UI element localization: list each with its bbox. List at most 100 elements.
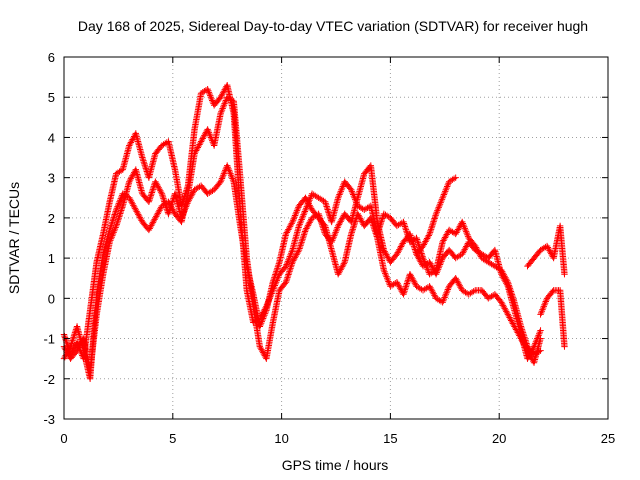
data-point bbox=[504, 311, 512, 318]
data-point bbox=[287, 265, 294, 272]
data-point bbox=[156, 207, 163, 214]
data-point bbox=[204, 190, 211, 197]
data-point bbox=[219, 89, 227, 96]
series-track-3 bbox=[60, 162, 544, 374]
data-point bbox=[199, 135, 206, 142]
data-points bbox=[60, 81, 568, 382]
data-point bbox=[401, 223, 409, 230]
data-point bbox=[459, 218, 466, 226]
data-point bbox=[422, 238, 429, 245]
data-point bbox=[445, 178, 453, 185]
data-point bbox=[373, 231, 380, 239]
data-point bbox=[146, 197, 153, 204]
data-point bbox=[410, 277, 417, 284]
data-point bbox=[338, 186, 345, 193]
data-point bbox=[297, 242, 304, 249]
data-point bbox=[332, 229, 339, 236]
data-point bbox=[128, 173, 135, 181]
data-point bbox=[290, 257, 297, 264]
data-point bbox=[320, 221, 328, 228]
data-point bbox=[115, 200, 123, 207]
data-point bbox=[414, 239, 422, 246]
data-point bbox=[467, 290, 474, 297]
data-point bbox=[514, 329, 521, 336]
data-point bbox=[288, 260, 296, 267]
data-point bbox=[540, 303, 548, 310]
data-point bbox=[142, 163, 149, 171]
data-point bbox=[296, 245, 303, 252]
data-point bbox=[194, 144, 202, 151]
x-axis-label: GPS time / hours bbox=[282, 457, 389, 473]
data-point bbox=[419, 253, 426, 260]
data-point bbox=[335, 192, 343, 200]
data-point bbox=[546, 247, 553, 254]
data-point bbox=[331, 230, 339, 238]
data-point bbox=[416, 256, 423, 264]
data-point bbox=[145, 226, 153, 234]
data-point bbox=[127, 139, 135, 146]
data-point bbox=[149, 187, 156, 195]
y-tick-label: 4 bbox=[48, 130, 55, 145]
data-point bbox=[285, 271, 292, 278]
data-point bbox=[147, 223, 154, 231]
data-point bbox=[147, 193, 154, 201]
data-point bbox=[111, 227, 118, 234]
data-point bbox=[256, 323, 264, 330]
data-point bbox=[348, 229, 355, 236]
data-point bbox=[454, 227, 461, 235]
data-point bbox=[149, 186, 157, 193]
data-point bbox=[367, 214, 375, 222]
data-point bbox=[206, 189, 213, 196]
data-point bbox=[179, 211, 187, 218]
data-point bbox=[293, 251, 300, 258]
series-track-6 bbox=[537, 287, 568, 350]
data-point bbox=[168, 201, 175, 208]
data-point bbox=[287, 221, 295, 229]
data-point bbox=[155, 184, 162, 191]
data-point bbox=[406, 271, 414, 278]
data-point bbox=[271, 272, 279, 280]
data-point bbox=[350, 224, 357, 231]
data-point bbox=[64, 349, 71, 356]
data-point bbox=[288, 262, 295, 269]
data-point bbox=[224, 94, 231, 101]
data-point bbox=[298, 237, 306, 244]
data-point bbox=[225, 167, 233, 174]
data-point bbox=[512, 326, 520, 333]
data-point bbox=[126, 142, 133, 149]
data-point bbox=[436, 202, 443, 210]
data-point bbox=[400, 291, 407, 298]
data-point bbox=[113, 221, 120, 228]
data-point bbox=[476, 249, 484, 257]
data-point bbox=[62, 346, 69, 353]
data-point bbox=[352, 218, 359, 225]
data-point bbox=[157, 189, 165, 196]
data-point bbox=[336, 189, 344, 197]
data-point bbox=[115, 216, 122, 223]
data-point bbox=[259, 347, 266, 355]
data-point bbox=[207, 92, 214, 99]
data-point bbox=[188, 191, 196, 198]
data-point bbox=[456, 282, 463, 289]
data-point bbox=[473, 247, 481, 255]
data-point bbox=[153, 181, 161, 188]
data-point bbox=[207, 188, 215, 195]
data-point bbox=[423, 235, 431, 242]
data-point bbox=[114, 169, 122, 176]
data-point bbox=[382, 211, 389, 219]
data-point bbox=[499, 274, 507, 281]
data-point bbox=[221, 100, 228, 107]
data-point bbox=[201, 132, 208, 139]
data-point bbox=[324, 206, 331, 213]
x-tick-label: 5 bbox=[169, 431, 176, 446]
data-point bbox=[428, 286, 435, 293]
data-point bbox=[461, 246, 468, 253]
data-point bbox=[205, 89, 213, 96]
data-point bbox=[136, 214, 144, 221]
data-point bbox=[420, 241, 428, 248]
data-point bbox=[286, 253, 294, 260]
data-point bbox=[159, 193, 167, 201]
data-point bbox=[153, 211, 161, 219]
data-point bbox=[140, 158, 148, 166]
